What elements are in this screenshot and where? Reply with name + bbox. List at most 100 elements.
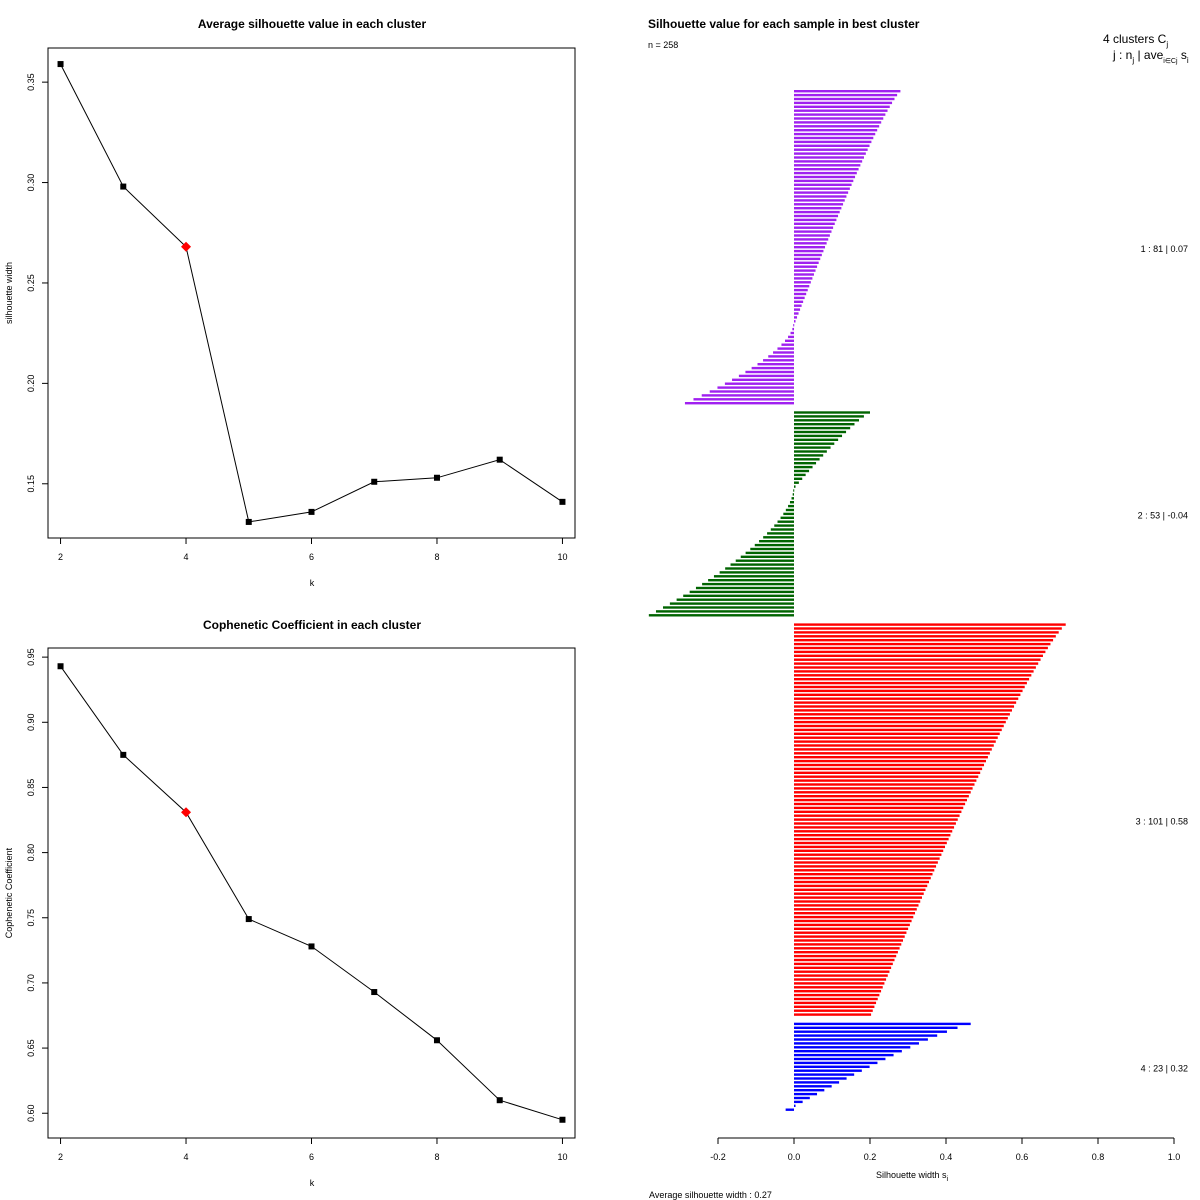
- silhouette-bar: [794, 296, 805, 300]
- silhouette-bar: [794, 195, 847, 198]
- silhouette-bar: [759, 540, 794, 543]
- silhouette-bar: [794, 732, 1000, 735]
- silhouette-bar: [794, 230, 832, 233]
- silhouette-bar: [794, 1081, 840, 1084]
- silhouette-bar: [794, 791, 971, 794]
- average-silhouette-footer: Average silhouette width : 0.27: [649, 1190, 772, 1200]
- silhouette-bar: [794, 485, 796, 488]
- silhouette-bar: [669, 602, 794, 605]
- x-axis-label: k: [310, 1178, 315, 1188]
- silhouette-bar: [763, 359, 794, 362]
- silhouette-bar: [794, 775, 979, 778]
- silhouette-bar: [791, 497, 794, 500]
- silhouette-bar: [794, 744, 994, 747]
- silhouette-bar: [794, 148, 868, 151]
- x-tick-label: 0.6: [1016, 1152, 1029, 1162]
- silhouette-bar: [794, 90, 901, 93]
- silhouette-bar: [794, 125, 880, 128]
- silhouette-bar: [794, 806, 964, 810]
- silhouette-bar: [794, 454, 824, 457]
- y-tick-label: 0.95: [26, 648, 36, 666]
- silhouette-bar: [794, 411, 870, 414]
- y-tick-label: 0.30: [26, 174, 36, 192]
- silhouette-bar: [794, 168, 859, 171]
- silhouette-bar: [794, 273, 814, 276]
- silhouette-bar: [794, 1069, 862, 1072]
- silhouette-bar: [794, 958, 895, 962]
- silhouette-bar: [701, 394, 794, 397]
- silhouette-bar: [794, 156, 864, 159]
- silhouette-bar: [794, 285, 810, 288]
- silhouette-bar: [794, 1104, 796, 1107]
- y-tick-label: 0.80: [26, 844, 36, 862]
- silhouette-bar: [794, 693, 1021, 696]
- legend-header-line2: j : nj | avei∈Cj si: [1112, 48, 1189, 65]
- chart-title: Average silhouette value in each cluster: [198, 17, 427, 31]
- silhouette-bar: [794, 888, 926, 891]
- silhouette-bar: [794, 767, 983, 771]
- x-tick-label: 10: [557, 552, 567, 562]
- silhouette-bar: [732, 378, 794, 381]
- silhouette-bar: [794, 1057, 886, 1061]
- silhouette-bar: [794, 187, 850, 190]
- silhouette-bar: [725, 567, 794, 570]
- silhouette-bar: [745, 551, 794, 555]
- silhouette-bar: [719, 571, 794, 574]
- silhouette-bar: [794, 1085, 832, 1088]
- silhouette-bar: [794, 635, 1056, 638]
- data-point: [496, 1097, 503, 1104]
- silhouette-bar: [794, 857, 940, 860]
- silhouette-bar: [767, 532, 794, 535]
- silhouette-bar: [683, 594, 794, 597]
- silhouette-bar: [794, 740, 996, 743]
- silhouette-bar: [713, 575, 794, 578]
- silhouette-bar: [794, 179, 854, 183]
- silhouette-bar: [794, 430, 847, 434]
- silhouette-bar: [794, 861, 938, 864]
- silhouette-bar: [794, 986, 883, 989]
- silhouette-bar: [794, 160, 863, 163]
- silhouette-bar: [794, 631, 1059, 634]
- silhouette-bar: [794, 1034, 938, 1037]
- silhouette-bar: [794, 830, 953, 833]
- silhouette-bar: [794, 458, 820, 461]
- silhouette-bar: [794, 701, 1017, 704]
- silhouette-bar: [794, 681, 1027, 685]
- data-point: [245, 916, 252, 923]
- silhouette-bar: [794, 939, 904, 942]
- silhouette-bar: [794, 678, 1030, 681]
- silhouette-bar: [794, 1026, 958, 1029]
- silhouette-bar: [794, 152, 866, 155]
- silhouette-bar: [794, 650, 1046, 654]
- data-point: [371, 989, 378, 996]
- silhouette-bar: [794, 234, 830, 237]
- x-tick-label: 1.0: [1168, 1152, 1181, 1162]
- silhouette-bar: [794, 105, 890, 108]
- highlight-point: [181, 241, 192, 252]
- silhouette-bar: [770, 528, 794, 531]
- silhouette-bar: [794, 724, 1004, 728]
- silhouette-bar: [794, 798, 967, 802]
- silhouette-bar: [730, 563, 794, 566]
- silhouette-bar: [777, 347, 794, 350]
- silhouette-bar: [794, 1096, 810, 1100]
- silhouette-bar: [724, 382, 794, 385]
- silhouette-bar: [794, 912, 916, 915]
- silhouette-bar: [794, 222, 835, 225]
- silhouette-bar: [794, 966, 892, 969]
- silhouette-bar: [794, 1005, 875, 1008]
- silhouette-bar: [794, 759, 986, 763]
- silhouette-bar: [794, 642, 1051, 646]
- silhouette-bar: [751, 366, 794, 370]
- silhouette-bar: [794, 943, 902, 946]
- silhouette-bar: [793, 324, 795, 327]
- silhouette-bar: [794, 203, 844, 206]
- silhouette-bar: [794, 426, 851, 430]
- silhouette-bar: [794, 1038, 928, 1041]
- silhouette-bar: [794, 261, 819, 264]
- x-tick-label: 6: [309, 1152, 314, 1162]
- silhouette-bar: [794, 717, 1008, 720]
- data-point: [433, 1037, 440, 1044]
- silhouette-bar: [794, 218, 837, 222]
- silhouette-bar: [663, 606, 794, 609]
